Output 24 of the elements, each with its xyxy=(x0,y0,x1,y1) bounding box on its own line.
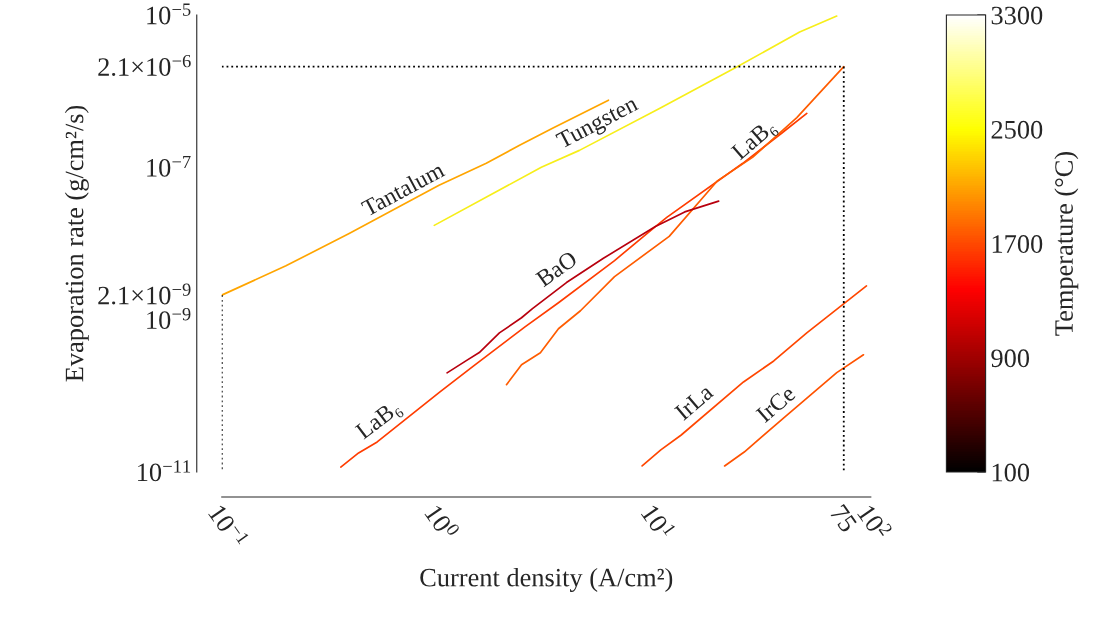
x-tick-label: 10$^{2}$ xyxy=(857,502,893,541)
annotation: BaO xyxy=(534,250,579,288)
color-bar-label: 100 xyxy=(992,463,1030,482)
y-tick-label: 10$^{−7}$ xyxy=(147,155,191,177)
annotation: LaB₆ xyxy=(354,398,405,444)
y-axis-title: Evaporation rate (g/cm²/s) xyxy=(64,105,89,382)
annotation: LaB₆ xyxy=(730,117,780,165)
x-tick-label: 10$^{−1}$ xyxy=(208,502,250,550)
annotation: IrLa xyxy=(674,383,715,421)
color-bar-label: 900 xyxy=(991,349,1030,368)
y-tick-label: 10$^{−11}$ xyxy=(138,460,191,482)
y-tick-label: 10$^{−5}$ xyxy=(147,3,191,25)
y-tick-label: 2.1×10$^{−6}$ xyxy=(98,54,191,77)
y-tick-label: 2.1×10$^{−9}$ xyxy=(98,283,191,305)
x-axis-title: Current density (A/cm²) xyxy=(420,567,673,592)
annotation: IrCe xyxy=(755,384,797,424)
x-tick-label: 10$^{0}$ xyxy=(424,502,461,542)
color-bar-label: 1700 xyxy=(992,235,1043,253)
color-bar-label: 3300 xyxy=(991,6,1043,25)
color-bar-label: 2500 xyxy=(991,120,1043,139)
y-tick-label: 10$^{−9}$ xyxy=(147,307,191,329)
color-bar-title: Temperature (°C) xyxy=(1054,152,1079,336)
x-tick-label: 75 xyxy=(829,503,858,534)
x-tick-label: 10$^{1}$ xyxy=(640,502,677,541)
